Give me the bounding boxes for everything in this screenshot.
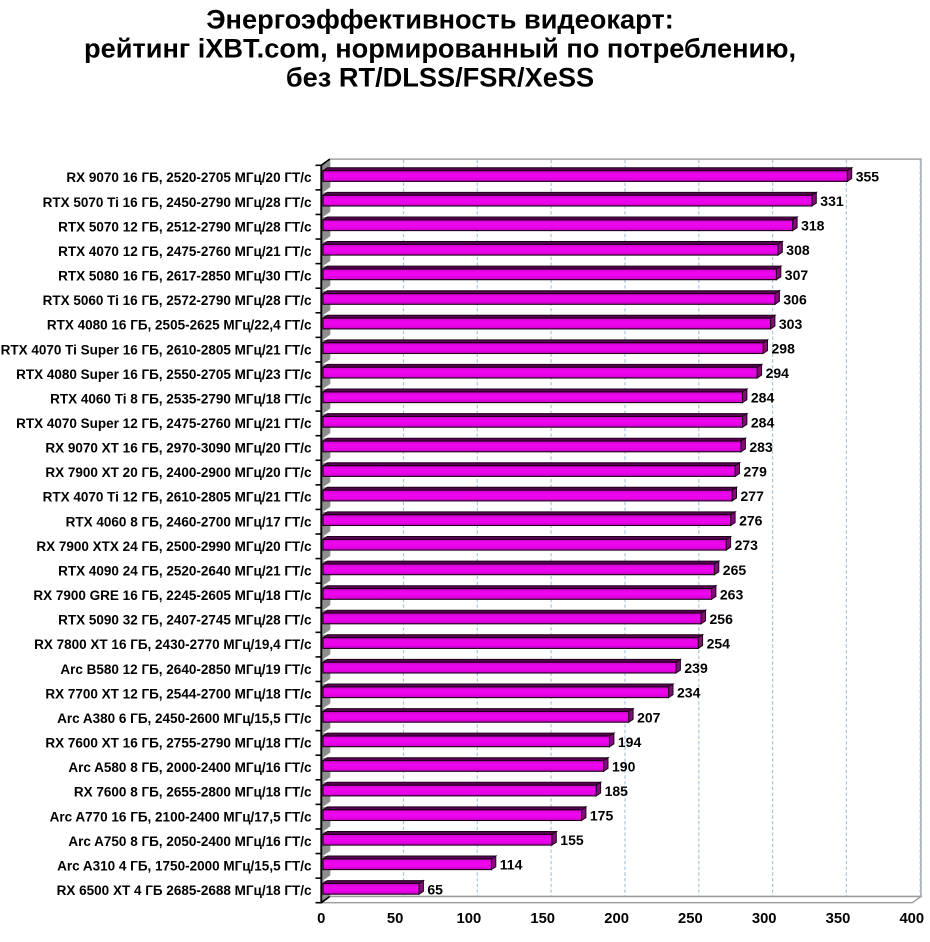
svg-text:400: 400 (899, 911, 924, 927)
svg-text:190: 190 (612, 758, 636, 774)
svg-text:без RT/DLSS/FSR/XeSS: без RT/DLSS/FSR/XeSS (286, 62, 594, 93)
svg-text:RTX 4070 12 ГБ, 2475-2760 МГц/: RTX 4070 12 ГБ, 2475-2760 МГц/21 ГТ/с (58, 244, 312, 259)
svg-text:RTX 4080 Super 16 ГБ, 2550-270: RTX 4080 Super 16 ГБ, 2550-2705 МГц/23 Г… (16, 367, 312, 382)
svg-text:298: 298 (772, 341, 796, 357)
svg-text:RX 9070 16 ГБ, 2520-2705 МГц/2: RX 9070 16 ГБ, 2520-2705 МГц/20 ГТ/с (66, 170, 312, 185)
svg-text:Arc B580 12 ГБ, 2640-2850 МГц/: Arc B580 12 ГБ, 2640-2850 МГц/19 ГТ/с (60, 662, 312, 677)
svg-text:150: 150 (530, 911, 555, 927)
svg-text:200: 200 (604, 911, 629, 927)
svg-text:RTX 4080 16 ГБ, 2505-2625 МГц/: RTX 4080 16 ГБ, 2505-2625 МГц/22,4 ГТ/с (47, 318, 312, 333)
svg-text:239: 239 (684, 660, 708, 676)
svg-text:RTX 5090 32 ГБ, 2407-2745 МГц/: RTX 5090 32 ГБ, 2407-2745 МГц/28 ГТ/с (58, 613, 312, 628)
svg-text:RTX 5060 Ti 16 ГБ, 2572-2790 М: RTX 5060 Ti 16 ГБ, 2572-2790 МГц/28 ГТ/с (43, 293, 312, 308)
svg-text:100: 100 (457, 911, 482, 927)
svg-text:350: 350 (826, 911, 851, 927)
svg-text:Энергоэффективность видеокарт:: Энергоэффективность видеокарт: (206, 3, 674, 34)
svg-text:RX 7600 8 ГБ, 2655-2800 МГц/18: RX 7600 8 ГБ, 2655-2800 МГц/18 ГТ/с (74, 785, 312, 800)
svg-text:RX 7900 GRE 16 ГБ, 2245-2605 М: RX 7900 GRE 16 ГБ, 2245-2605 МГц/18 ГТ/с (33, 588, 312, 603)
svg-text:256: 256 (710, 611, 734, 627)
svg-text:RTX 4070 Super 12 ГБ, 2475-276: RTX 4070 Super 12 ГБ, 2475-2760 МГц/21 Г… (16, 416, 312, 431)
svg-text:RX 9070 XT 16 ГБ, 2970-3090 МГ: RX 9070 XT 16 ГБ, 2970-3090 МГц/20 ГТ/с (45, 441, 312, 456)
svg-text:308: 308 (786, 242, 810, 258)
svg-text:284: 284 (751, 390, 775, 406)
svg-text:263: 263 (720, 586, 744, 602)
svg-text:Arc A580 8 ГБ, 2000-2400 МГц/1: Arc A580 8 ГБ, 2000-2400 МГц/16 ГТ/с (68, 760, 312, 775)
svg-text:RTX 4060 Ti 8 ГБ, 2535-2790 МГ: RTX 4060 Ti 8 ГБ, 2535-2790 МГц/18 ГТ/с (50, 391, 312, 406)
svg-text:273: 273 (735, 537, 759, 553)
svg-text:RTX 4070 Ti Super 16 ГБ, 2610-: RTX 4070 Ti Super 16 ГБ, 2610-2805 МГц/2… (1, 342, 312, 357)
svg-text:RTX 4060 8 ГБ, 2460-2700 МГц/1: RTX 4060 8 ГБ, 2460-2700 МГц/17 ГТ/с (66, 514, 312, 529)
svg-text:RX 7600 XT 16 ГБ, 2755-2790 МГ: RX 7600 XT 16 ГБ, 2755-2790 МГц/18 ГТ/с (45, 736, 312, 751)
svg-text:234: 234 (677, 685, 701, 701)
svg-text:Arc A750 8 ГБ, 2050-2400 МГц/1: Arc A750 8 ГБ, 2050-2400 МГц/16 ГТ/с (68, 834, 312, 849)
svg-text:Arc A380 6 ГБ, 2450-2600 МГц/1: Arc A380 6 ГБ, 2450-2600 МГц/15,5 ГТ/с (57, 711, 312, 726)
svg-text:294: 294 (766, 365, 790, 381)
svg-text:303: 303 (779, 316, 803, 332)
svg-text:279: 279 (744, 464, 768, 480)
svg-text:277: 277 (741, 488, 765, 504)
svg-text:RTX 5070 12 ГБ, 2512-2790 МГц/: RTX 5070 12 ГБ, 2512-2790 МГц/28 ГТ/с (58, 219, 312, 234)
svg-text:331: 331 (820, 193, 844, 209)
svg-text:175: 175 (590, 808, 614, 824)
svg-text:207: 207 (637, 709, 661, 725)
svg-text:355: 355 (856, 169, 880, 185)
svg-text:RX 7800 XT 16 ГБ, 2430-2770 МГ: RX 7800 XT 16 ГБ, 2430-2770 МГц/19,4 ГТ/… (34, 637, 312, 652)
svg-text:155: 155 (560, 832, 584, 848)
svg-text:254: 254 (707, 636, 731, 652)
svg-text:185: 185 (605, 783, 629, 799)
svg-text:284: 284 (751, 414, 775, 430)
svg-text:307: 307 (785, 267, 809, 283)
svg-text:RX 7900 XTX 24 ГБ, 2500-2990 М: RX 7900 XTX 24 ГБ, 2500-2990 МГц/20 ГТ/с (36, 539, 312, 554)
svg-text:194: 194 (618, 734, 642, 750)
svg-text:65: 65 (427, 881, 443, 897)
svg-text:Arc A310 4 ГБ, 1750-2000 МГц/1: Arc A310 4 ГБ, 1750-2000 МГц/15,5 ГТ/с (57, 858, 312, 873)
svg-text:318: 318 (801, 218, 825, 234)
svg-text:Arc A770 16 ГБ, 2100-2400 МГц/: Arc A770 16 ГБ, 2100-2400 МГц/17,5 ГТ/с (50, 809, 312, 824)
svg-text:RTX 4090 24 ГБ, 2520-2640 МГц/: RTX 4090 24 ГБ, 2520-2640 МГц/21 ГТ/с (58, 564, 312, 579)
svg-text:306: 306 (783, 291, 807, 307)
svg-text:RX 7700 XT 12 ГБ, 2544-2700 МГ: RX 7700 XT 12 ГБ, 2544-2700 МГц/18 ГТ/с (45, 686, 312, 701)
svg-text:RTX 4070 Ti 12 ГБ, 2610-2805 М: RTX 4070 Ti 12 ГБ, 2610-2805 МГц/21 ГТ/с (43, 490, 312, 505)
svg-text:RX 6500 XT 4 ГБ 2685-2688 МГц/: RX 6500 XT 4 ГБ 2685-2688 МГц/18 ГТ/с (57, 883, 312, 898)
svg-text:50: 50 (387, 911, 403, 927)
svg-text:276: 276 (739, 513, 763, 529)
svg-text:265: 265 (723, 562, 747, 578)
svg-text:рейтинг iXBT.com, нормированны: рейтинг iXBT.com, нормированный по потре… (84, 32, 796, 63)
svg-text:250: 250 (678, 911, 703, 927)
svg-text:RTX 5070 Ti 16 ГБ, 2450-2790 М: RTX 5070 Ti 16 ГБ, 2450-2790 МГц/28 ГТ/с (43, 195, 312, 210)
svg-text:RTX 5080 16 ГБ, 2617-2850 МГц/: RTX 5080 16 ГБ, 2617-2850 МГц/30 ГТ/с (58, 269, 312, 284)
svg-text:283: 283 (749, 439, 773, 455)
svg-text:114: 114 (500, 857, 523, 873)
svg-text:300: 300 (752, 911, 777, 927)
svg-text:RX 7900 XT 20 ГБ, 2400-2900 МГ: RX 7900 XT 20 ГБ, 2400-2900 МГц/20 ГТ/с (45, 465, 312, 480)
svg-text:0: 0 (317, 911, 325, 927)
